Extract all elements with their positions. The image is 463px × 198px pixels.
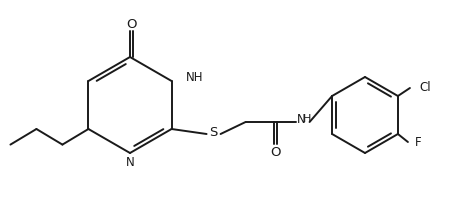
Text: N: N [296,112,305,126]
Text: O: O [269,146,280,159]
Text: NH: NH [185,70,203,84]
Text: S: S [209,127,217,140]
Text: O: O [126,17,137,30]
Text: F: F [414,136,420,149]
Text: Cl: Cl [418,81,430,93]
Text: N: N [125,155,134,168]
Text: H: H [302,114,310,124]
